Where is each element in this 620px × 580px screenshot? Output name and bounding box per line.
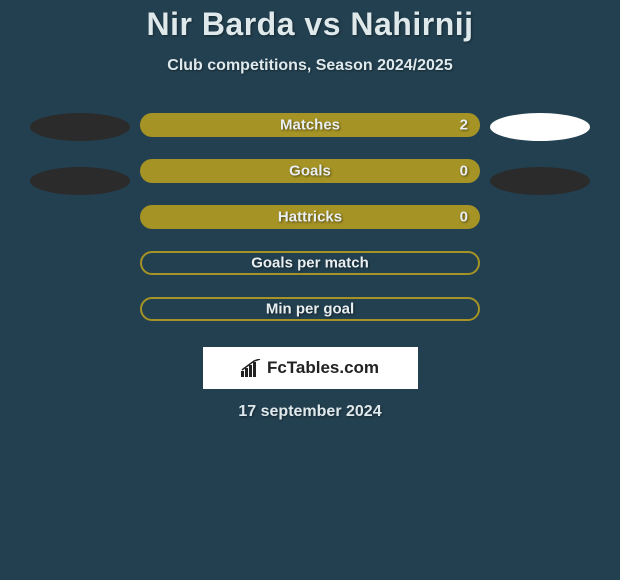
page-title: Nir Barda vs Nahirnij (146, 6, 473, 43)
date-label: 17 september 2024 (238, 403, 381, 421)
branding-inner: FcTables.com (241, 358, 379, 378)
branding-badge: FcTables.com (203, 347, 418, 389)
stat-bar-label: Goals (289, 163, 331, 180)
stat-bar: Min per goal (140, 297, 480, 321)
stat-bar-label: Min per goal (266, 301, 354, 318)
chart-area: Matches 2 Goals 0 Hattricks 0 Goals per match M… (0, 113, 620, 343)
branding-label: FcTables.com (267, 358, 379, 378)
comparison-infographic: Nir Barda vs Nahirnij Club competitions,… (0, 0, 620, 580)
stat-bar-label: Goals per match (251, 255, 369, 272)
stat-bars: Matches 2 Goals 0 Hattricks 0 Goals per match M… (140, 113, 480, 343)
left-ellipse-2 (30, 167, 130, 195)
stat-bar: Goals 0 (140, 159, 480, 183)
stat-bar: Goals per match (140, 251, 480, 275)
right-player-column (480, 113, 600, 195)
right-ellipse-1 (490, 113, 590, 141)
stat-bar-label: Hattricks (278, 209, 342, 226)
stat-bar: Hattricks 0 (140, 205, 480, 229)
stat-bar: Matches 2 (140, 113, 480, 137)
subtitle: Club competitions, Season 2024/2025 (167, 57, 452, 75)
stat-bar-value: 0 (460, 209, 468, 226)
right-ellipse-2 (490, 167, 590, 195)
stat-bar-value: 0 (460, 163, 468, 180)
left-player-column (20, 113, 140, 195)
stat-bar-value: 2 (460, 117, 468, 134)
stat-bar-label: Matches (280, 117, 340, 134)
bars-icon (241, 359, 263, 377)
left-ellipse-1 (30, 113, 130, 141)
